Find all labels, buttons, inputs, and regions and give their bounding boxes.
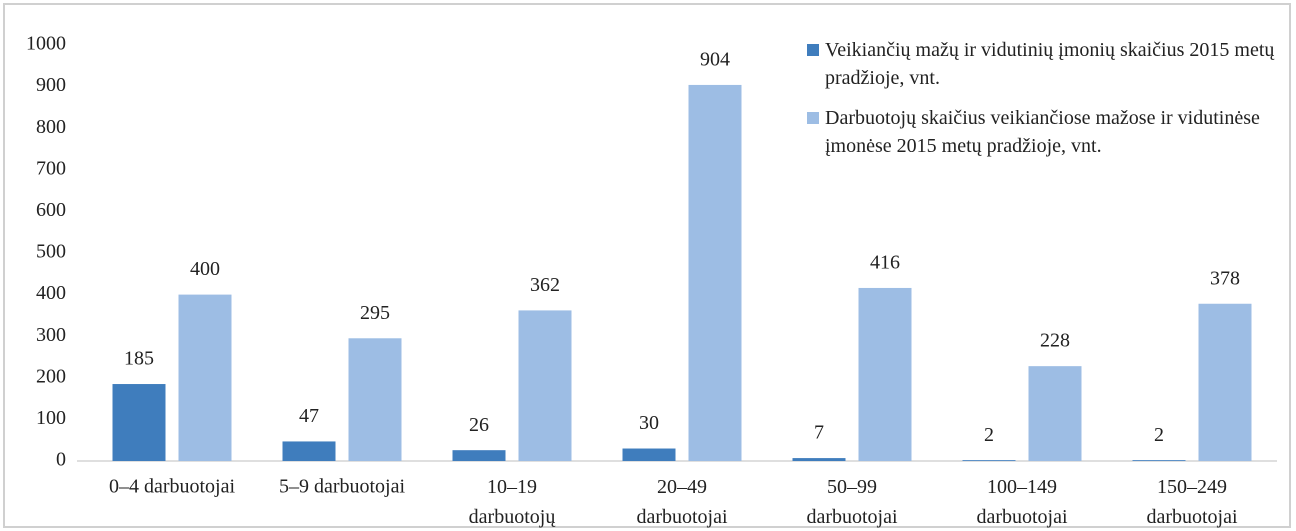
- x-tick-label: 20–49 darbuotojai: [636, 476, 728, 528]
- data-label: 185: [124, 348, 154, 370]
- y-tick-label: 700: [36, 157, 66, 179]
- bar: [1132, 460, 1186, 461]
- legend-swatch: [807, 44, 819, 56]
- bar: [282, 441, 336, 461]
- data-label: 416: [870, 252, 900, 274]
- bar: [518, 310, 572, 461]
- data-label: 295: [360, 302, 390, 324]
- bar: [858, 287, 912, 461]
- data-label: 378: [1210, 267, 1240, 289]
- bar: [622, 448, 676, 461]
- data-label: 228: [1040, 330, 1070, 352]
- x-tick-label-line: darbuotojai: [806, 506, 898, 528]
- x-tick-label-line: darbuotojai: [976, 506, 1068, 528]
- y-tick-label: 0: [56, 449, 66, 471]
- x-tick-label-line: 50–99: [827, 476, 877, 498]
- legend-entry: Veikiančių mažų ir vidutinių įmonių skai…: [803, 36, 1288, 92]
- data-label: 904: [700, 49, 730, 71]
- legend-entry: Darbuotojų skaičius veikiančiose mažose …: [803, 104, 1288, 160]
- x-tick-label: 5–9 darbuotojai: [279, 476, 406, 498]
- legend-label: Darbuotojų skaičius veikiančiose mažose …: [825, 107, 1260, 157]
- x-tick-label-line: 10–19: [487, 476, 537, 498]
- y-tick-label: 500: [36, 241, 66, 263]
- y-tick-label: 400: [36, 282, 66, 304]
- legend: Veikiančių mažų ir vidutinių įmonių skai…: [803, 36, 1288, 172]
- x-tick-label-line: 150–249: [1157, 476, 1227, 498]
- data-label: 2: [1154, 424, 1164, 446]
- x-tick-label-line: darbuotojų: [469, 506, 557, 528]
- bar: [1198, 303, 1252, 461]
- y-tick-label: 800: [36, 116, 66, 138]
- data-label: 47: [299, 405, 319, 427]
- x-tick-label: 10–19 darbuotojų: [469, 476, 557, 528]
- bar: [112, 384, 166, 461]
- data-label: 400: [190, 258, 220, 280]
- data-label: 7: [814, 422, 824, 444]
- y-tick-label: 300: [36, 324, 66, 346]
- data-label: 2: [984, 424, 994, 446]
- y-tick-label: 100: [36, 407, 66, 429]
- x-tick-label: 50–99 darbuotojai: [806, 476, 898, 528]
- bar: [452, 450, 506, 461]
- x-tick-label: 0–4 darbuotojai: [109, 476, 236, 498]
- y-tick-label: 600: [36, 199, 66, 221]
- y-tick-label: 200: [36, 365, 66, 387]
- x-tick-label-line: 100–149: [987, 476, 1057, 498]
- x-tick-label-line: darbuotojai: [636, 506, 728, 528]
- x-tick-label-line: 20–49: [657, 476, 707, 498]
- legend-swatch: [807, 112, 819, 124]
- x-tick-label-line: darbuotojai: [1146, 506, 1238, 528]
- legend-label: Veikiančių mažų ir vidutinių įmonių skai…: [825, 39, 1275, 89]
- data-label: 30: [639, 412, 659, 434]
- x-tick-label: 150–249 darbuotojai: [1146, 476, 1238, 528]
- bar: [1028, 366, 1082, 461]
- x-tick-label: 100–149 darbuotojai: [976, 476, 1068, 528]
- bar: [348, 338, 402, 461]
- y-tick-label: 1000: [26, 33, 66, 55]
- bar: [688, 84, 742, 461]
- data-label: 26: [469, 414, 489, 436]
- bar: [178, 294, 232, 461]
- bar: [792, 458, 846, 461]
- bar: [962, 460, 1016, 461]
- y-tick-label: 900: [36, 74, 66, 96]
- data-label: 362: [530, 274, 560, 296]
